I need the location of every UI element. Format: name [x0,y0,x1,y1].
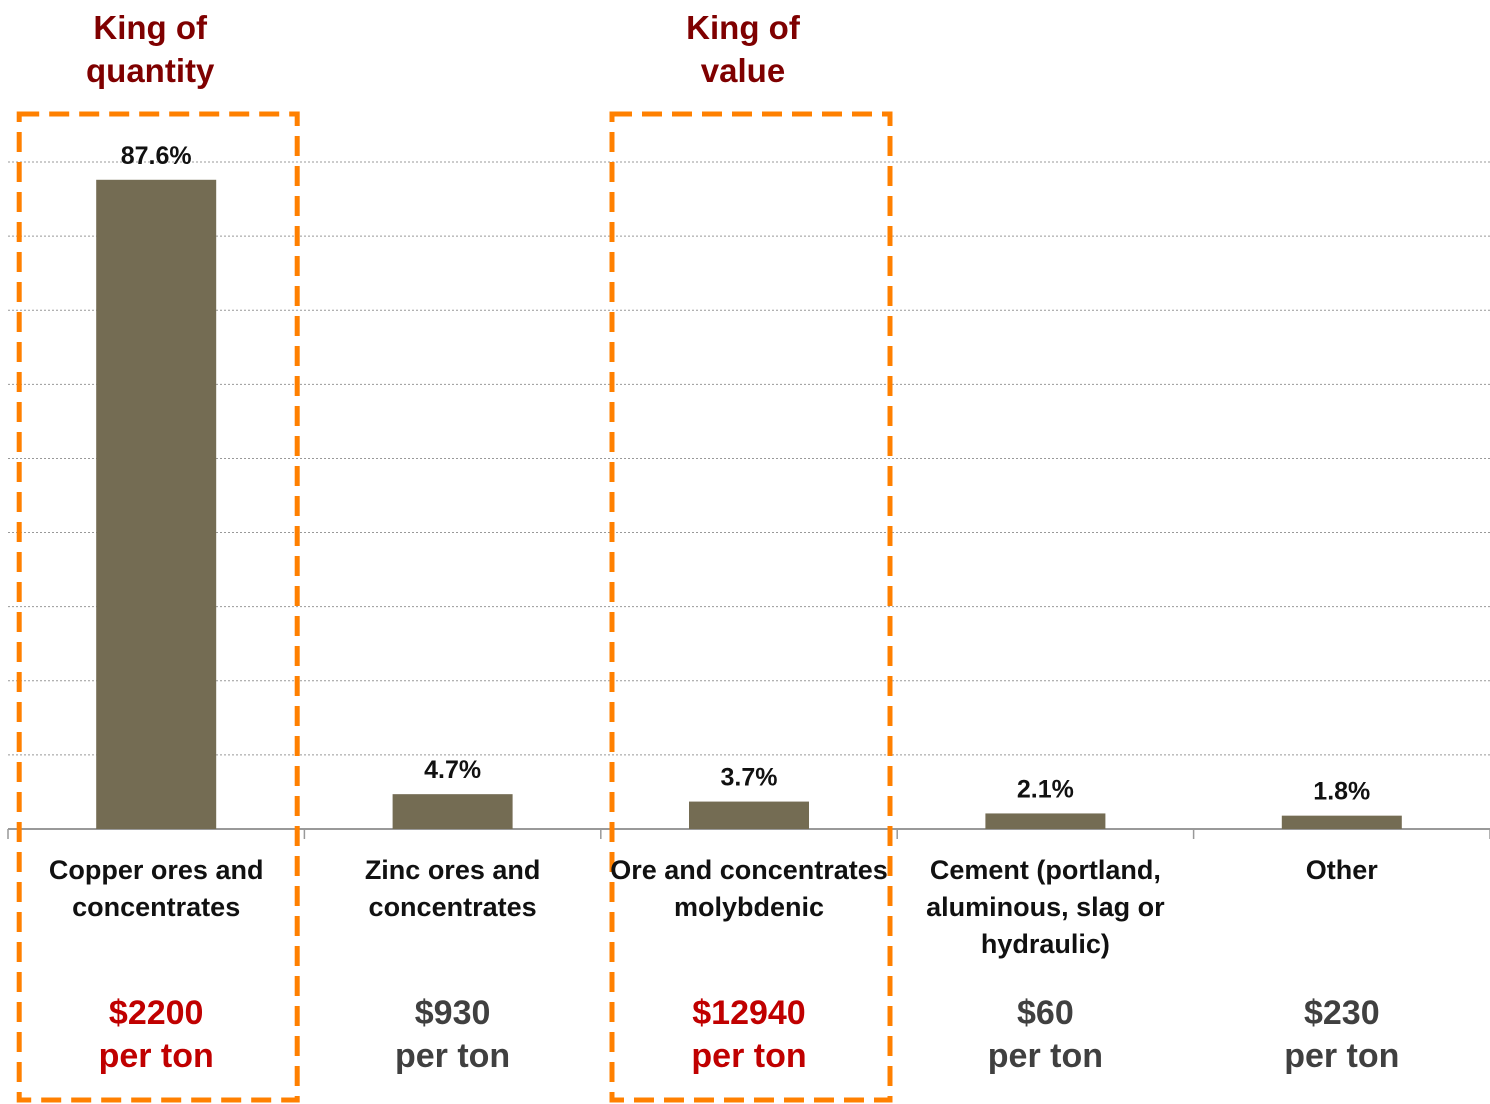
category-label: Copper ores and concentrates [48,855,264,922]
value-label: 87.6% [121,142,192,170]
price: $930 [414,994,491,1032]
bar [392,794,513,829]
price-label: $930 per ton [313,992,593,1078]
price-unit: per ton [394,1037,511,1075]
price: $60 [1017,994,1074,1032]
price-unit: per ton [691,1037,807,1075]
bar [985,813,1106,829]
price-unit: per ton [98,1037,214,1075]
bar [1281,815,1402,829]
price: $230 [1303,994,1380,1032]
category-label: Ore and concentrates molybdenic [610,855,888,922]
value-label: 1.8% [1313,778,1370,806]
annotation: King of value [686,9,800,89]
bar [689,801,809,829]
price-label: $230 per ton [1202,992,1482,1078]
value-label: 4.7% [424,756,481,784]
price-label: $60 per ton [905,992,1185,1078]
category-label: Cement (portland, aluminous, slag or hyd… [926,855,1165,959]
value-label: 2.1% [1017,775,1074,803]
bar [96,179,217,829]
price: $2200 [108,994,204,1032]
price-label: $12940 per ton [609,992,889,1078]
value-label: 3.7% [721,764,778,792]
category-label: Other [1305,855,1378,885]
price-unit: per ton [1284,1037,1400,1075]
category-label: Zinc ores and concentrates [364,855,541,922]
price-unit: per ton [987,1037,1103,1075]
annotation: King of quantity [86,9,215,89]
price: $12940 [692,994,806,1032]
highlight-box [16,111,300,1103]
price-label: $2200 per ton [16,992,296,1078]
highlight-box [609,111,893,1103]
